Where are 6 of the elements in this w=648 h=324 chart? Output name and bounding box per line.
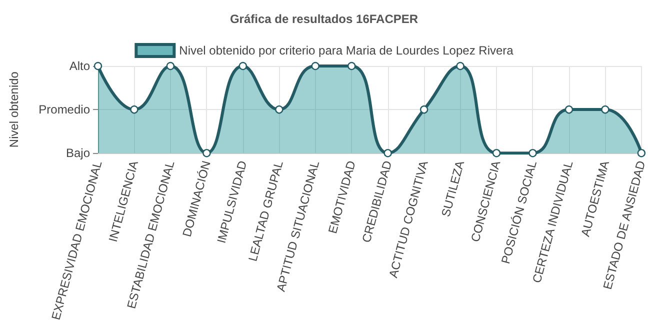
y-axis-title: Nivel obtenido [7,71,21,148]
category-label: Alto [69,59,90,73]
category-label: Bajo [66,146,90,160]
legend-label: Nivel obtenido por criterio para Maria de Lourdes Lopez Rivera [179,44,514,58]
category-label: Promedio [38,102,90,117]
chart-title: Gráfica de resultados 16FACPER [230,12,418,26]
